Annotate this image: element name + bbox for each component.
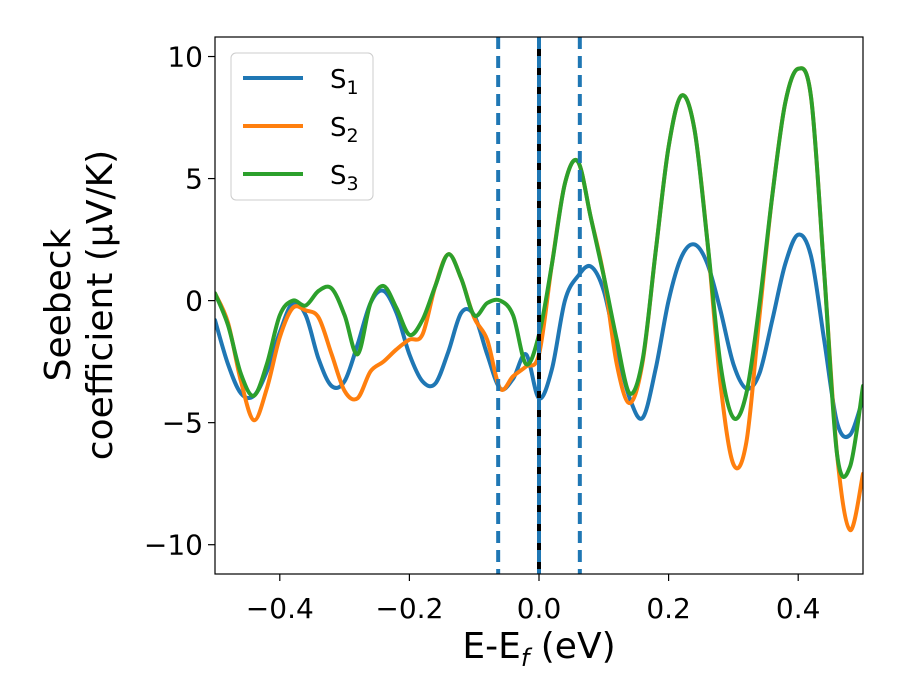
x-tick-label: 0.0 <box>517 592 562 625</box>
plot-area <box>215 37 863 574</box>
legend: S1 S2 S3 <box>230 52 374 201</box>
x-axis-title-main: E-E <box>462 626 520 667</box>
y-axis: −10 −5 0 5 10 <box>144 41 215 562</box>
x-tick-label: 0.2 <box>646 592 691 625</box>
y-axis-title-line1: Seebeck <box>38 228 79 381</box>
legend-label-s1: S1 <box>330 65 359 99</box>
x-axis-title-unit: (eV) <box>529 626 615 667</box>
y-tick-label: 5 <box>185 163 203 196</box>
legend-label-s3: S3 <box>330 161 359 195</box>
y-axis-title: Seebeck coefficient (μV/K) <box>38 150 121 460</box>
y-tick-label: −5 <box>162 407 203 440</box>
legend-label-s2: S2 <box>330 113 359 147</box>
y-tick-label: 10 <box>167 41 203 74</box>
y-axis-title-line2: coefficient (μV/K) <box>80 150 121 460</box>
series-line-s3 <box>215 66 863 479</box>
x-tick-label: 0.4 <box>776 592 821 625</box>
x-axis-title: E-Ef (eV) <box>462 626 615 672</box>
y-tick-label: −10 <box>144 529 203 562</box>
series-line-s1 <box>215 232 863 439</box>
y-tick-label: 0 <box>185 285 203 318</box>
x-tick-label: −0.4 <box>246 592 314 625</box>
x-tick-label: −0.2 <box>375 592 443 625</box>
x-axis: −0.4 −0.2 0.0 0.2 0.4 <box>246 574 821 625</box>
